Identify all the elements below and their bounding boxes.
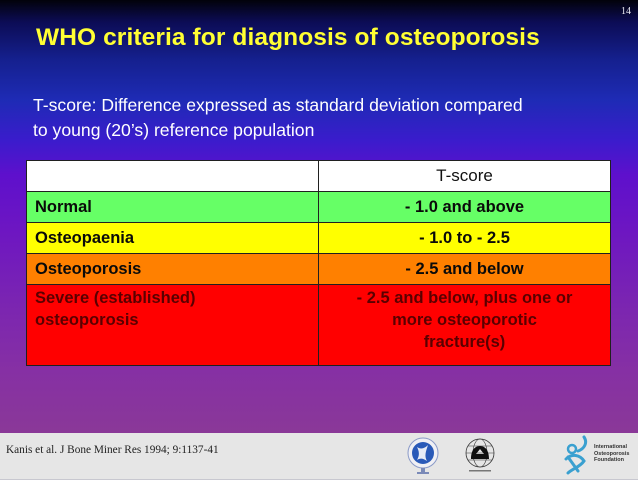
tscore-cell: - 2.5 and below	[318, 253, 611, 285]
iof-logo-icon	[564, 435, 588, 475]
category-cell: Severe (established) osteoporosis	[26, 284, 319, 366]
footer-bar: Kanis et al. J Bone Miner Res 1994; 9:11…	[0, 433, 638, 480]
subtitle-line: T-score: Difference expressed as standar…	[33, 95, 523, 115]
table-row-normal: Normal - 1.0 and above	[26, 191, 611, 223]
tscore-cell: - 1.0 to - 2.5	[318, 222, 611, 254]
tscore-cell: - 2.5 and below, plus one or more osteop…	[318, 284, 611, 366]
iof-text-line: Foundation	[594, 457, 624, 463]
iof-text-line: International	[594, 444, 628, 450]
world-map-foundation-logo-icon	[465, 438, 495, 472]
globe-society-logo-icon	[407, 437, 439, 474]
table-row-osteoporosis: Osteoporosis - 2.5 and below	[26, 253, 611, 285]
header-tscore-cell: T-score	[318, 160, 611, 192]
slide-subtitle: T-score: Difference expressed as standar…	[33, 93, 633, 143]
slide-title: WHO criteria for diagnosis of osteoporos…	[36, 24, 540, 51]
iof-text-line: Osteoporosis	[594, 450, 630, 457]
citation-text: Kanis et al. J Bone Miner Res 1994; 9:11…	[6, 444, 219, 456]
tscore-cell: - 1.0 and above	[318, 191, 611, 223]
who-criteria-table: T-score Normal - 1.0 and above Osteopaen…	[26, 160, 611, 366]
table-row-osteopaenia: Osteopaenia - 1.0 to - 2.5	[26, 222, 611, 254]
tscore-line: - 2.5 and below, plus one or	[356, 289, 573, 307]
table-header-row: T-score	[26, 160, 611, 192]
slide-background: 14 WHO criteria for diagnosis of osteopo…	[0, 0, 638, 433]
tscore-line: more osteoporotic	[392, 311, 537, 329]
category-line: Severe (established)	[35, 289, 196, 307]
category-cell: Osteoporosis	[26, 253, 319, 285]
iof-logo-text: International Osteoporosis Foundation	[594, 444, 629, 464]
page-number: 14	[621, 6, 631, 17]
category-cell: Osteopaenia	[26, 222, 319, 254]
category-line: osteoporosis	[35, 311, 139, 329]
tscore-line: fracture(s)	[423, 333, 506, 351]
table-row-severe: Severe (established) osteoporosis - 2.5 …	[26, 284, 611, 366]
header-category-cell	[26, 160, 319, 192]
subtitle-line: to young (20’s) reference population	[33, 120, 315, 140]
category-cell: Normal	[26, 191, 319, 223]
